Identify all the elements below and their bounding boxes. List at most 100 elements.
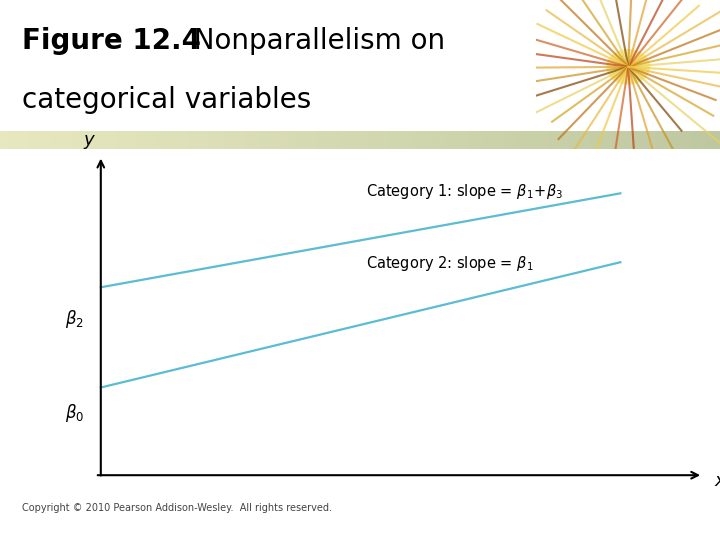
Bar — [490, 131, 497, 149]
Bar — [698, 131, 706, 149]
Bar — [641, 131, 648, 149]
Bar — [29, 131, 36, 149]
Bar — [706, 131, 713, 149]
Bar — [94, 131, 101, 149]
Bar — [554, 131, 562, 149]
Bar — [317, 131, 324, 149]
Bar — [180, 131, 187, 149]
Bar — [353, 131, 360, 149]
Bar — [526, 131, 533, 149]
Text: $\beta_0$: $\beta_0$ — [66, 402, 85, 423]
Text: Category 1: slope = $\beta_1\!+\!\beta_3$: Category 1: slope = $\beta_1\!+\!\beta_3… — [366, 182, 564, 201]
Bar — [670, 131, 677, 149]
Bar — [418, 131, 425, 149]
Bar — [288, 131, 295, 149]
Bar — [166, 131, 173, 149]
Bar — [86, 131, 94, 149]
Bar — [202, 131, 209, 149]
Bar — [461, 131, 468, 149]
Bar — [43, 131, 50, 149]
Bar — [36, 131, 43, 149]
Bar — [540, 131, 547, 149]
Bar — [346, 131, 353, 149]
Bar — [583, 131, 590, 149]
Bar — [482, 131, 490, 149]
Text: categorical variables: categorical variables — [22, 86, 311, 114]
Bar — [72, 131, 79, 149]
Bar — [238, 131, 245, 149]
Bar — [382, 131, 389, 149]
Bar — [446, 131, 454, 149]
Bar — [677, 131, 684, 149]
Bar — [65, 131, 72, 149]
Bar — [511, 131, 518, 149]
Bar — [713, 131, 720, 149]
Bar — [367, 131, 374, 149]
Bar — [137, 131, 144, 149]
Bar — [194, 131, 202, 149]
Bar — [468, 131, 475, 149]
Bar — [497, 131, 504, 149]
Bar — [151, 131, 158, 149]
Bar — [108, 131, 115, 149]
Bar — [252, 131, 259, 149]
Bar — [338, 131, 346, 149]
Bar — [50, 131, 58, 149]
Bar — [655, 131, 662, 149]
Text: Nonparallelism on: Nonparallelism on — [176, 26, 446, 55]
Circle shape — [606, 49, 650, 85]
Bar — [425, 131, 432, 149]
Bar — [396, 131, 403, 149]
Bar — [454, 131, 461, 149]
Bar — [360, 131, 367, 149]
Bar — [605, 131, 612, 149]
Bar — [173, 131, 180, 149]
Bar — [648, 131, 655, 149]
Bar — [22, 131, 29, 149]
Bar — [662, 131, 670, 149]
Bar — [619, 131, 626, 149]
Bar — [590, 131, 598, 149]
Bar — [58, 131, 65, 149]
Bar — [389, 131, 396, 149]
Text: $\beta_2$: $\beta_2$ — [66, 308, 84, 329]
Bar — [569, 131, 576, 149]
Bar — [634, 131, 641, 149]
Bar — [281, 131, 288, 149]
Bar — [79, 131, 86, 149]
Bar — [259, 131, 266, 149]
Text: Figure 12.4: Figure 12.4 — [22, 26, 201, 55]
Bar — [115, 131, 122, 149]
Bar — [684, 131, 691, 149]
Bar — [475, 131, 482, 149]
Bar — [266, 131, 274, 149]
Bar — [439, 131, 446, 149]
Bar — [598, 131, 605, 149]
Bar — [223, 131, 230, 149]
Bar — [518, 131, 526, 149]
Bar — [626, 131, 634, 149]
Text: 21: 21 — [650, 494, 689, 522]
Text: x: x — [715, 472, 720, 490]
Bar — [504, 131, 511, 149]
Bar — [14, 131, 22, 149]
Bar — [216, 131, 223, 149]
Bar — [432, 131, 439, 149]
Bar — [209, 131, 216, 149]
Text: Category 2: slope = $\beta_1$: Category 2: slope = $\beta_1$ — [366, 254, 534, 273]
Bar — [331, 131, 338, 149]
Text: y: y — [84, 131, 94, 150]
Text: Copyright © 2010 Pearson Addison-Wesley.  All rights reserved.: Copyright © 2010 Pearson Addison-Wesley.… — [22, 503, 332, 512]
Bar — [130, 131, 137, 149]
Bar — [576, 131, 583, 149]
Bar — [245, 131, 252, 149]
Bar — [533, 131, 540, 149]
Bar — [562, 131, 569, 149]
Bar — [158, 131, 166, 149]
Bar — [230, 131, 238, 149]
Bar — [101, 131, 108, 149]
Bar — [310, 131, 317, 149]
Bar — [410, 131, 418, 149]
Bar — [144, 131, 151, 149]
Bar — [374, 131, 382, 149]
